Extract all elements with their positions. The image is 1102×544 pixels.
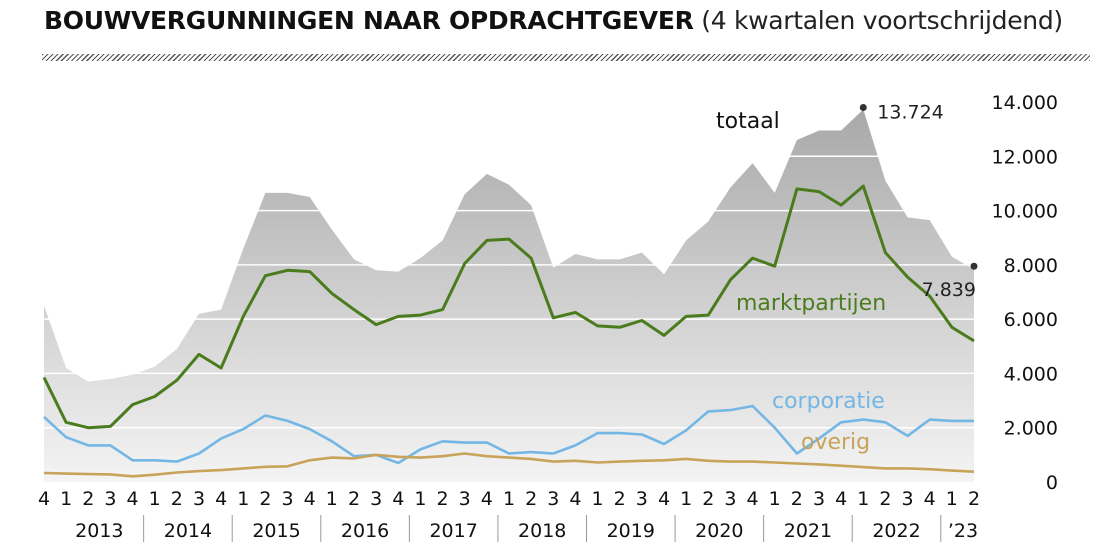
x-quarter-label: 2 — [879, 488, 891, 510]
y-tick-label: 12.000 — [992, 146, 1058, 168]
x-quarter-label: 4 — [924, 488, 936, 510]
x-year-label: 2018 — [518, 520, 566, 542]
series-label-marktpartijen: marktpartijen — [736, 291, 886, 316]
x-quarter-label: 4 — [481, 488, 493, 510]
x-quarter-label: 3 — [193, 488, 205, 510]
x-quarter-label: 2 — [82, 488, 94, 510]
x-quarter-label: 2 — [702, 488, 714, 510]
x-quarter-label: 2 — [437, 488, 449, 510]
peak-marker — [859, 103, 867, 111]
last-marker — [970, 262, 978, 270]
x-year-label: 2017 — [429, 520, 477, 542]
x-quarter-label: 1 — [149, 488, 161, 510]
x-quarter-label: 2 — [348, 488, 360, 510]
chart-title-sub: (4 kwartalen voortschrijdend) — [701, 6, 1063, 35]
y-tick-label: 14.000 — [992, 92, 1058, 114]
x-quarter-label: 2 — [259, 488, 271, 510]
y-tick-label: 0 — [1046, 472, 1058, 494]
x-quarter-label: 4 — [127, 488, 139, 510]
x-quarter-label: 4 — [215, 488, 227, 510]
y-tick-label: 4.000 — [1004, 363, 1058, 385]
x-quarter-label: 2 — [614, 488, 626, 510]
y-tick-label: 2.000 — [1004, 418, 1058, 440]
x-quarter-label: 1 — [592, 488, 604, 510]
x-quarter-label: 1 — [680, 488, 692, 510]
series-label-overig: overig — [801, 430, 870, 455]
x-year-label: 2019 — [607, 520, 655, 542]
x-quarter-label: 1 — [857, 488, 869, 510]
series-label-totaal: totaal — [716, 109, 780, 134]
x-quarter-label: 3 — [104, 488, 116, 510]
x-quarter-label: 1 — [237, 488, 249, 510]
x-year-label: 2016 — [341, 520, 389, 542]
y-tick-label: 6.000 — [1004, 309, 1058, 331]
x-quarter-label: 4 — [658, 488, 670, 510]
x-quarter-label: 3 — [724, 488, 736, 510]
x-quarter-label: 2 — [171, 488, 183, 510]
x-quarter-label: 3 — [370, 488, 382, 510]
series-line-corporatie — [43, 404, 974, 465]
x-quarter-label: 3 — [282, 488, 294, 510]
x-quarter-label: 2 — [791, 488, 803, 510]
x-quarter-label: 1 — [769, 488, 781, 510]
x-year-label: ’23 — [948, 520, 978, 542]
x-quarter-label: 4 — [569, 488, 581, 510]
x-quarter-label: 3 — [902, 488, 914, 510]
x-year-label: 2022 — [872, 520, 920, 542]
x-quarter-label: 1 — [946, 488, 958, 510]
x-year-label: 2021 — [784, 520, 832, 542]
y-tick-label: 10.000 — [992, 201, 1058, 223]
x-year-label: 2015 — [252, 520, 300, 542]
x-quarter-label: 4 — [392, 488, 404, 510]
series-line-marktpartijen — [42, 184, 975, 430]
series-area-totaal — [44, 109, 974, 482]
x-year-label: 2020 — [695, 520, 743, 542]
x-quarter-label: 3 — [636, 488, 648, 510]
x-quarter-label: 4 — [304, 488, 316, 510]
x-quarter-label: 1 — [414, 488, 426, 510]
series-line-overig — [43, 452, 975, 478]
x-quarter-label: 4 — [747, 488, 759, 510]
x-quarter-label: 1 — [60, 488, 72, 510]
x-quarter-label: 3 — [547, 488, 559, 510]
peak-value-label: 13.724 — [877, 101, 943, 123]
x-year-label: 2013 — [75, 520, 123, 542]
x-year-label: 2014 — [164, 520, 212, 542]
x-quarter-label: 2 — [525, 488, 537, 510]
x-quarter-label: 1 — [503, 488, 515, 510]
x-quarter-label: 4 — [835, 488, 847, 510]
title-hatch-divider — [42, 54, 1090, 61]
x-quarter-label: 4 — [38, 488, 50, 510]
chart-title-main: BOUWVERGUNNINGEN NAAR OPDRACHTGEVER — [44, 6, 694, 35]
x-quarter-label: 3 — [813, 488, 825, 510]
chart-title: BOUWVERGUNNINGEN NAAR OPDRACHTGEVER (4 k… — [44, 6, 1063, 35]
last-value-label: 7.839 — [922, 279, 976, 301]
series-label-corporatie: corporatie — [772, 389, 885, 414]
y-tick-label: 8.000 — [1004, 255, 1058, 277]
x-quarter-label: 3 — [459, 488, 471, 510]
x-quarter-label: 1 — [326, 488, 338, 510]
x-quarter-label: 2 — [968, 488, 980, 510]
